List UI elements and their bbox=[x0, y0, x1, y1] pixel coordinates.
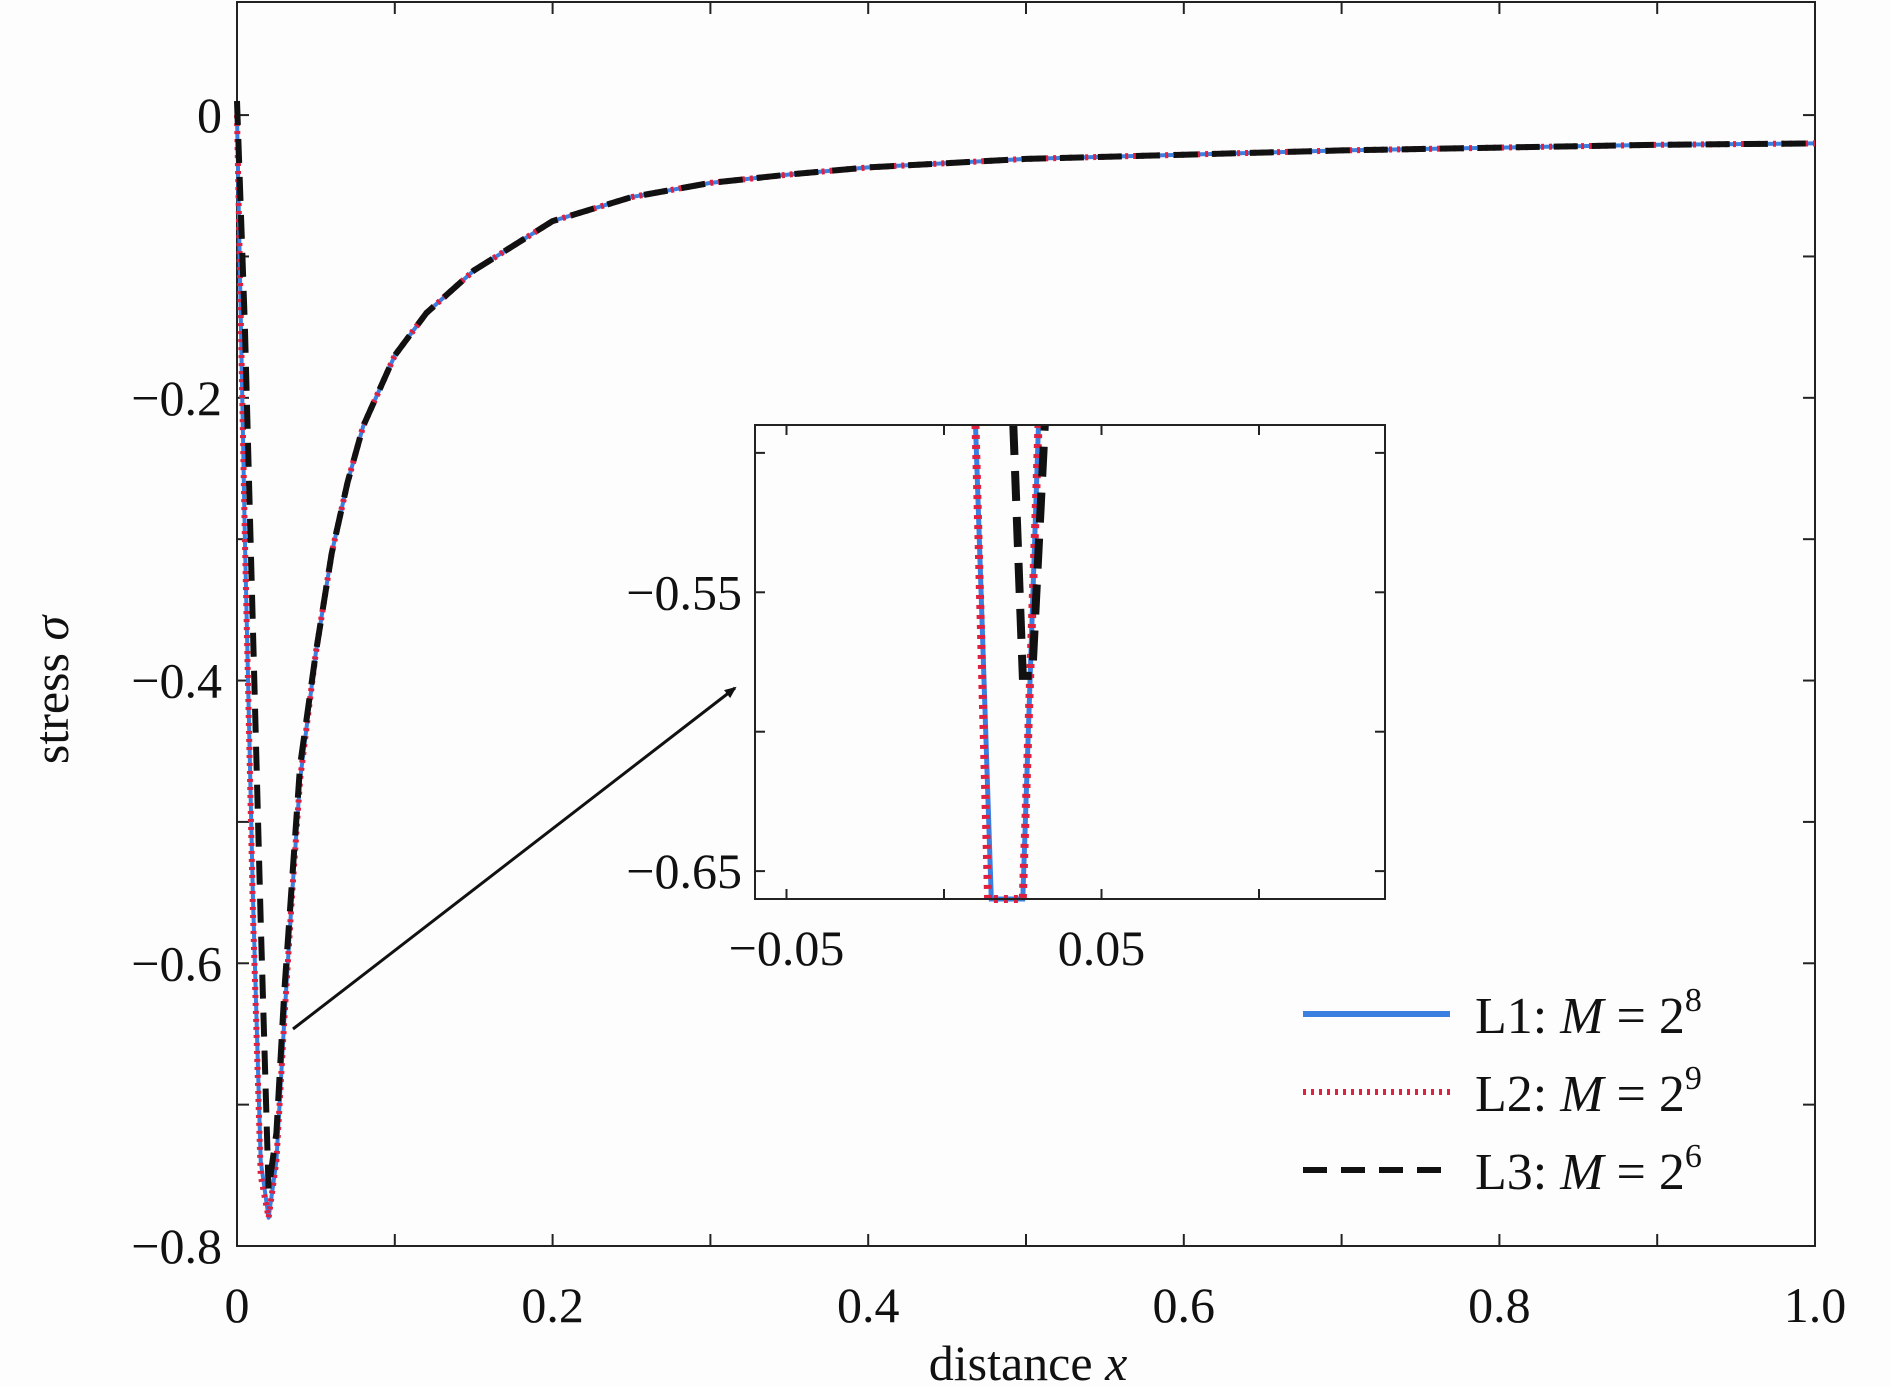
y-tick-label: −0.6 bbox=[131, 935, 222, 991]
x-tick-label: 0.2 bbox=[521, 1277, 584, 1333]
inset-y-tick-label: −0.65 bbox=[626, 843, 742, 899]
legend: L1: M = 28 L2: M = 29 L3: M = 26 bbox=[1303, 982, 1702, 1201]
inset-series-line-l3 bbox=[1009, 424, 1049, 680]
legend-label-l3: L3: M = 26 bbox=[1475, 1138, 1702, 1201]
inset-x-tick-label: 0.05 bbox=[1058, 920, 1146, 976]
y-tick-label: −0.4 bbox=[131, 653, 222, 709]
legend-label-l1: L1: M = 28 bbox=[1475, 982, 1702, 1045]
main-series bbox=[234, 100, 1816, 1221]
legend-label-l2: L2: M = 29 bbox=[1475, 1060, 1702, 1123]
x-tick-label: 1.0 bbox=[1784, 1277, 1847, 1333]
y-tick-label: −0.2 bbox=[131, 370, 222, 426]
y-tick-label: −0.8 bbox=[131, 1218, 222, 1274]
main-ticks: 0 0.2 0.4 0.6 0.8 1.0 0 −0.2 −0.4 −0.6 −0.8 bbox=[131, 2, 1846, 1333]
x-tick-label: 0.6 bbox=[1153, 1277, 1216, 1333]
inset-background bbox=[755, 425, 1385, 899]
x-tick-label: 0.4 bbox=[837, 1277, 900, 1333]
inset-y-tick-label: −0.55 bbox=[626, 564, 742, 620]
inset-frame bbox=[754, 424, 1386, 900]
y-tick-label: 0 bbox=[197, 87, 222, 143]
x-tick-label: 0.8 bbox=[1468, 1277, 1531, 1333]
x-axis-label: distance x bbox=[929, 1335, 1128, 1387]
x-tick-label: 0 bbox=[225, 1277, 250, 1333]
series-line-l3 bbox=[234, 100, 1816, 1193]
inset-ticks: −0.05 0.05 −0.55 −0.65 bbox=[626, 425, 1385, 976]
zoom-arrow bbox=[292, 686, 737, 1031]
inset-x-tick-label: −0.05 bbox=[729, 920, 845, 976]
y-axis-label: stress σ bbox=[23, 614, 79, 765]
series-line-l2 bbox=[234, 115, 1816, 1221]
